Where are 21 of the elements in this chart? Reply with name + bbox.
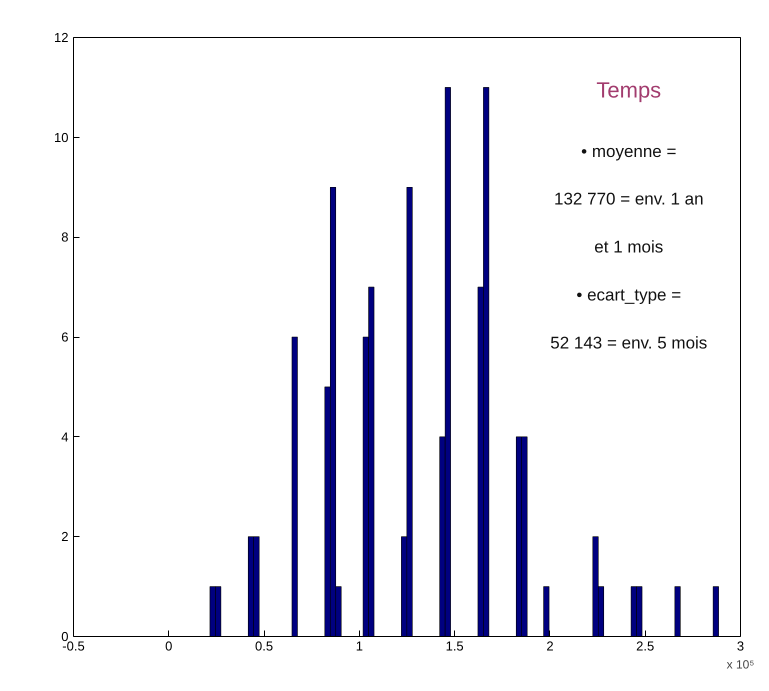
x-tick-label: 0: [165, 638, 172, 654]
x-tick-label: 0.5: [255, 638, 274, 654]
annotation: 132 770 = env. 1 an: [554, 190, 704, 209]
annotation: • ecart_type =: [576, 286, 682, 305]
y-tick-label: 12: [54, 30, 69, 45]
y-tick-label: 6: [61, 330, 69, 344]
x-tick-label: 2.5: [636, 638, 654, 654]
annotation: 52 143 = env. 5 mois: [550, 333, 708, 352]
y-tick-label: 8: [61, 230, 69, 245]
annotation: Temps: [596, 77, 662, 102]
annotation: et 1 mois: [594, 238, 664, 257]
y-tick-label: 2: [61, 529, 69, 544]
y-tick-label: 10: [54, 130, 69, 145]
y-tick-label: 0: [61, 629, 69, 644]
x-tick-label: 1.5: [446, 638, 464, 654]
annotation: • moyenne =: [581, 142, 676, 161]
x-tick-label: 2: [546, 638, 554, 654]
y-tick-label: 4: [61, 429, 69, 444]
x-axis-title: x 10⁵: [726, 658, 754, 672]
x-tick-label: 1: [356, 638, 363, 654]
x-tick-label: 3: [736, 638, 744, 654]
